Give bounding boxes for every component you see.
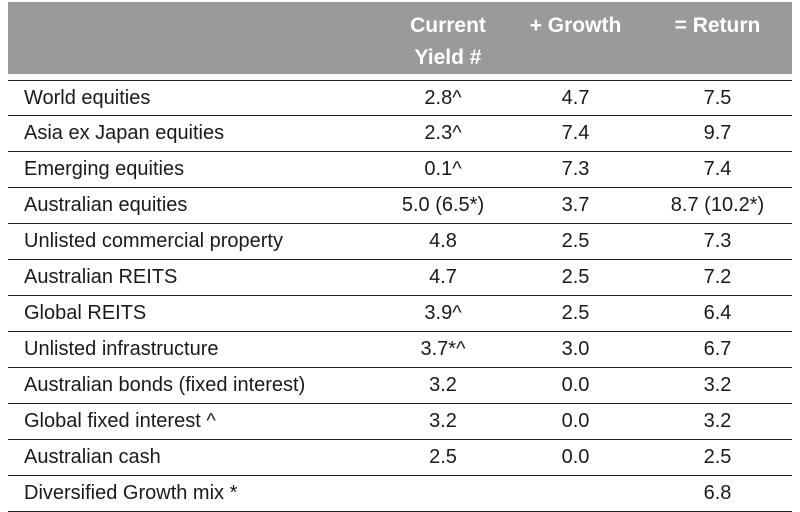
growth-cell: 3.7	[561, 194, 590, 216]
table-row: Asia ex Japan equities 2.3^ 7.4 9.7	[8, 116, 792, 152]
table-row: Diversified Growth mix * 6.8	[8, 476, 792, 512]
table-row: Emerging equities 0.1^ 7.3 7.4	[8, 152, 792, 188]
table-body: World equities 2.8^ 4.7 7.5 Asia ex Japan eq…	[8, 80, 792, 512]
current-yield-cell: 2.3^	[424, 122, 462, 144]
asset-class-cell: Australian cash	[24, 446, 161, 468]
growth-cell: 7.4	[561, 122, 590, 144]
asset-class-cell: Australian bonds (fixed interest)	[24, 374, 306, 396]
header-current-yield-line2: Yield #	[414, 46, 482, 69]
growth-cell: 4.7	[561, 87, 590, 109]
return-cell: 2.5	[703, 446, 732, 468]
header-return: = Return	[643, 2, 792, 74]
table-row: World equities 2.8^ 4.7 7.5	[8, 80, 792, 116]
table-row: Unlisted infrastructure 3.7*^ 3.0 6.7	[8, 332, 792, 368]
table-row: Global REITS 3.9^ 2.5 6.4	[8, 296, 792, 332]
table-row: Global fixed interest ^ 3.2 0.0 3.2	[8, 404, 792, 440]
asset-class-cell: Emerging equities	[24, 158, 185, 180]
table-row: Australian equities 5.0 (6.5*) 3.7 8.7 (10.…	[8, 188, 792, 224]
growth-cell	[508, 476, 643, 510]
table-row: Unlisted commercial property 4.8 2.5 7.3	[8, 224, 792, 260]
return-cell: 3.2	[703, 410, 732, 432]
return-cell: 7.2	[703, 266, 732, 288]
growth-cell: 2.5	[561, 302, 590, 324]
asset-class-cell: Asia ex Japan equities	[24, 122, 225, 144]
growth-cell: 3.0	[561, 338, 590, 360]
asset-class-cell: Australian equities	[24, 194, 188, 216]
asset-class-cell: Unlisted commercial property	[24, 230, 283, 252]
current-yield-cell: 2.5	[429, 446, 457, 468]
growth-cell: 2.5	[561, 266, 590, 288]
current-yield-cell: 2.8^	[424, 87, 462, 109]
asset-class-cell: Global fixed interest ^	[24, 410, 216, 432]
current-yield-cell: 4.7	[429, 266, 457, 288]
current-yield-cell: 3.9^	[424, 302, 462, 324]
current-yield-cell: 3.2	[429, 410, 457, 432]
header-current-yield-line1: Current	[410, 14, 486, 37]
current-yield-cell: 3.2	[429, 374, 457, 396]
return-cell: 6.7	[703, 338, 732, 360]
header-growth: + Growth	[508, 2, 643, 74]
current-yield-cell: 3.7*^	[420, 338, 466, 360]
growth-cell: 7.3	[561, 158, 590, 180]
table-row: Australian REITS 4.7 2.5 7.2	[8, 260, 792, 296]
current-yield-cell: 4.8	[429, 230, 457, 252]
table-row: Australian cash 2.5 0.0 2.5	[8, 440, 792, 476]
return-cell: 7.4	[703, 158, 732, 180]
asset-class-cell: Australian REITS	[24, 266, 178, 288]
header-return-label: = Return	[674, 14, 761, 37]
growth-cell: 0.0	[561, 410, 590, 432]
current-yield-cell: 0.1^	[424, 158, 462, 180]
return-cell: 3.2	[703, 374, 732, 396]
return-cell: 6.8	[703, 482, 732, 504]
growth-cell: 2.5	[561, 230, 590, 252]
asset-class-cell: Diversified Growth mix *	[24, 482, 238, 504]
current-yield-cell	[373, 476, 513, 510]
current-yield-cell: 5.0 (6.5*)	[401, 194, 485, 216]
return-cell: 7.5	[703, 87, 732, 109]
table-header: Current Yield # + Growth = Return	[8, 2, 792, 74]
asset-class-cell: Unlisted infrastructure	[24, 338, 219, 360]
return-cell: 8.7 (10.2*)	[670, 194, 765, 216]
growth-cell: 0.0	[561, 446, 590, 468]
growth-cell: 0.0	[561, 374, 590, 396]
return-cell: 6.4	[703, 302, 732, 324]
returns-table: Current Yield # + Growth = Return World …	[8, 0, 792, 512]
asset-class-cell: World equities	[24, 87, 151, 109]
table-row: Australian bonds (fixed interest) 3.2 0.0 3…	[8, 368, 792, 404]
asset-class-cell: Global REITS	[24, 302, 147, 324]
return-cell: 7.3	[703, 230, 732, 252]
header-current-yield: Current Yield #	[373, 2, 523, 74]
header-growth-label: + Growth	[529, 14, 622, 37]
return-cell: 9.7	[703, 122, 732, 144]
